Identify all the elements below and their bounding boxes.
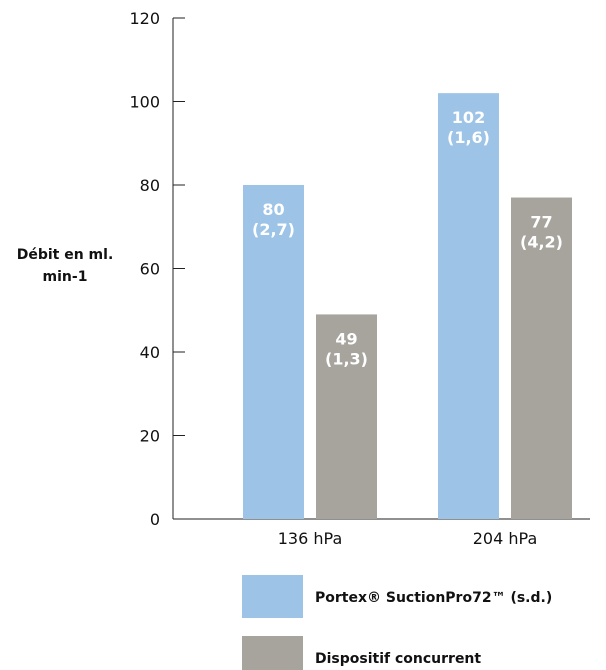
- bar-data-label: 77: [530, 213, 552, 232]
- y-tick-label: 60: [140, 260, 160, 279]
- legend: Portex® SuctionPro72™ (s.d.) Dispositif c…: [242, 575, 552, 670]
- bar: [511, 197, 572, 519]
- y-tick-label: 0: [150, 510, 160, 529]
- x-tick-label: 136 hPa: [278, 529, 343, 548]
- bar-data-label: (1,3): [325, 349, 368, 368]
- legend-label: Portex® SuctionPro72™ (s.d.): [315, 590, 552, 606]
- bar: [316, 314, 377, 519]
- bar-data-label: (4,2): [520, 233, 563, 252]
- y-tick-label: 100: [129, 93, 160, 112]
- bar: [243, 185, 304, 519]
- y-ticks: 0 20 40 60 80 100 120: [129, 9, 185, 529]
- bar-data-label: 102: [452, 108, 485, 127]
- x-ticks: 136 hPa 204 hPa: [278, 529, 538, 548]
- y-axis-label: Débit en ml. min-1: [17, 247, 114, 285]
- y-tick-label: 20: [140, 427, 160, 446]
- legend-label: Dispositif concurrent: [315, 651, 481, 667]
- legend-swatch: [242, 636, 303, 670]
- y-tick-label: 120: [129, 9, 160, 28]
- y-axis-label-line: Débit en ml.: [17, 247, 114, 263]
- y-tick-label: 40: [140, 343, 160, 362]
- bar: [438, 93, 499, 520]
- bar-data-label: 49: [335, 329, 357, 348]
- y-tick-label: 80: [140, 176, 160, 195]
- bar-data-label: 80: [262, 200, 284, 219]
- bars: 80(2,7) 49(1,3) 102(1,6) 77(4,2): [243, 93, 572, 520]
- bar-data-label: (2,7): [252, 220, 295, 239]
- x-tick-label: 204 hPa: [473, 529, 538, 548]
- bar-data-label: (1,6): [447, 128, 490, 147]
- y-axis-label-line: min-1: [43, 269, 88, 285]
- legend-swatch: [242, 575, 303, 618]
